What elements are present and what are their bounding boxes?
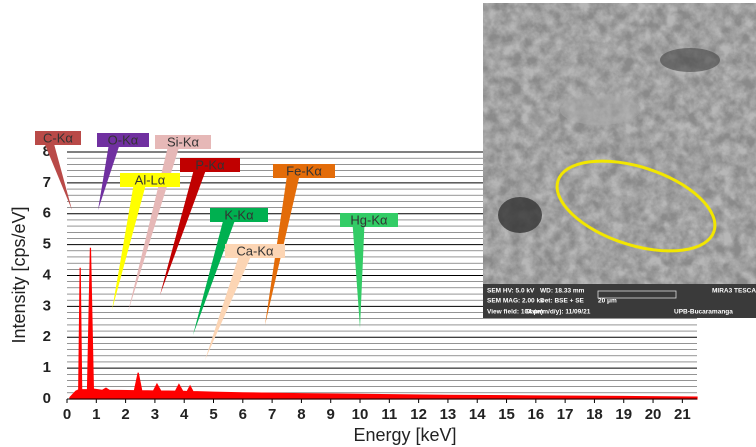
y-tick-label: 7 <box>43 174 51 191</box>
sem-info: WD: 18.33 mm <box>540 288 585 295</box>
sem-info: MIRA3 TESCA <box>712 288 756 295</box>
y-tick-label: 0 <box>43 390 51 407</box>
x-tick-label: 10 <box>352 406 369 423</box>
x-tick-label: 8 <box>297 406 305 423</box>
annotation-pointer <box>112 187 145 310</box>
x-tick-label: 21 <box>674 406 691 423</box>
sem-info: 20 μm <box>598 298 617 305</box>
annotation-label: C-Kα <box>43 130 73 145</box>
annotation-pointer <box>160 172 205 295</box>
page: Energy [keV] Intensity [cps/eV] 01234567… <box>0 0 756 447</box>
sem-pit <box>498 197 542 233</box>
x-tick-label: 9 <box>327 406 335 423</box>
x-tick-label: 1 <box>92 406 100 423</box>
x-tick-label: 3 <box>151 406 159 423</box>
x-tick-label: 15 <box>498 406 515 423</box>
x-tick-label: 20 <box>645 406 662 423</box>
sem-pit <box>660 48 720 72</box>
sem-info: SEM MAG: 2.00 kx <box>487 298 544 305</box>
x-tick-label: 11 <box>381 406 397 423</box>
sem-info: Det: BSE + SE <box>540 298 585 305</box>
chart: Energy [keV] Intensity [cps/eV] 01234567… <box>0 0 756 447</box>
y-tick-label: 1 <box>43 359 51 376</box>
annotation-pointer <box>98 147 119 210</box>
sem-info: UPB-Bucaramanga <box>674 309 733 316</box>
y-tick-label: 3 <box>43 297 51 314</box>
y-tick-label: 5 <box>43 236 51 253</box>
annotation-label: P-Kα <box>195 157 225 172</box>
x-tick-label: 19 <box>615 406 632 423</box>
y-tick-label: 4 <box>43 266 52 283</box>
x-tick-label: 18 <box>586 406 603 423</box>
x-tick-label: 7 <box>268 406 276 423</box>
x-tick-label: 0 <box>63 406 71 423</box>
x-axis-label: Energy [keV] <box>353 425 456 445</box>
annotation-label: Ca-Kα <box>236 243 274 258</box>
sem-texture <box>483 3 756 318</box>
annotation-label: O-Kα <box>108 132 139 147</box>
x-tick-label: 5 <box>209 406 217 423</box>
x-tick-label: 6 <box>239 406 247 423</box>
annotation-label: Si-Kα <box>167 134 200 149</box>
sem-info: Date(m/d/y): 11/09/21 <box>526 309 591 316</box>
sem-image: SEM HV: 5.0 kV WD: 18.33 mm MIRA3 TESCA SEM… <box>483 3 756 318</box>
x-tick-label: 16 <box>527 406 544 423</box>
annotation-label: Al-Lα <box>135 172 166 187</box>
annotation-pointer <box>353 227 365 328</box>
x-tick-label: 4 <box>180 406 189 423</box>
x-tick-label: 14 <box>469 406 486 423</box>
sem-grain <box>560 95 640 125</box>
annotation-pointer <box>193 222 234 335</box>
x-tick-label: 2 <box>121 406 129 423</box>
annotation-label: Hg-Kα <box>350 212 388 227</box>
sem-info: SEM HV: 5.0 kV <box>487 288 535 295</box>
annotation-label: Fe-Kα <box>286 163 322 178</box>
annotation-label: K-Kα <box>224 207 254 222</box>
y-tick-label: 6 <box>43 205 51 222</box>
x-tick-label: 12 <box>410 406 427 423</box>
x-tick-label: 17 <box>557 406 574 423</box>
y-tick-label: 2 <box>43 328 51 345</box>
x-tick-label: 13 <box>440 406 457 423</box>
y-axis-label: Intensity [cps/eV] <box>9 206 29 343</box>
